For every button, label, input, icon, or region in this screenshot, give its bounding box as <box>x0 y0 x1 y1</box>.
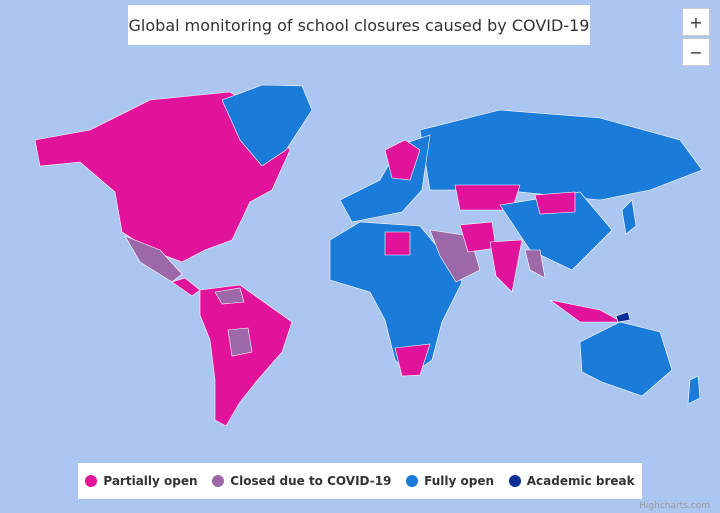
legend-symbol <box>406 475 419 487</box>
timor <box>615 311 631 323</box>
legend-label: Closed due to COVID-19 <box>230 474 392 488</box>
new-zealand <box>687 375 701 405</box>
myanmar <box>524 249 546 279</box>
legend-item[interactable]: Closed due to COVID-19 <box>212 474 391 488</box>
central-america <box>171 277 201 297</box>
mongolia <box>534 191 576 215</box>
bolivia <box>227 327 253 357</box>
credits[interactable]: Highcharts.com <box>639 501 710 511</box>
legend-symbol <box>508 475 521 487</box>
south-america <box>199 284 293 427</box>
zoom-in-button[interactable]: + <box>682 8 710 36</box>
venezuela <box>214 287 245 305</box>
japan <box>621 199 637 235</box>
legend-symbol <box>85 475 98 487</box>
legend: Partially open Closed due to COVID-19 Full… <box>78 463 642 499</box>
north-america <box>34 91 291 263</box>
legend-item[interactable]: Academic break <box>508 474 635 488</box>
greenland <box>221 84 313 167</box>
libya <box>384 231 411 256</box>
legend-item[interactable]: Fully open <box>406 474 494 488</box>
legend-symbol <box>212 475 225 487</box>
legend-label: Partially open <box>103 474 198 488</box>
zoom-out-button[interactable]: − <box>682 38 710 66</box>
mexico <box>124 235 183 283</box>
india <box>489 239 523 293</box>
legend-label: Academic break <box>526 474 635 488</box>
southeast-asia <box>549 299 623 323</box>
africa <box>329 221 463 377</box>
scandinavia <box>384 139 421 181</box>
southern-africa <box>394 343 431 377</box>
legend-label: Fully open <box>424 474 495 488</box>
legend-item[interactable]: Partially open <box>85 474 198 488</box>
australia <box>579 321 673 397</box>
chart-title: Global monitoring of school closures cau… <box>128 5 590 45</box>
